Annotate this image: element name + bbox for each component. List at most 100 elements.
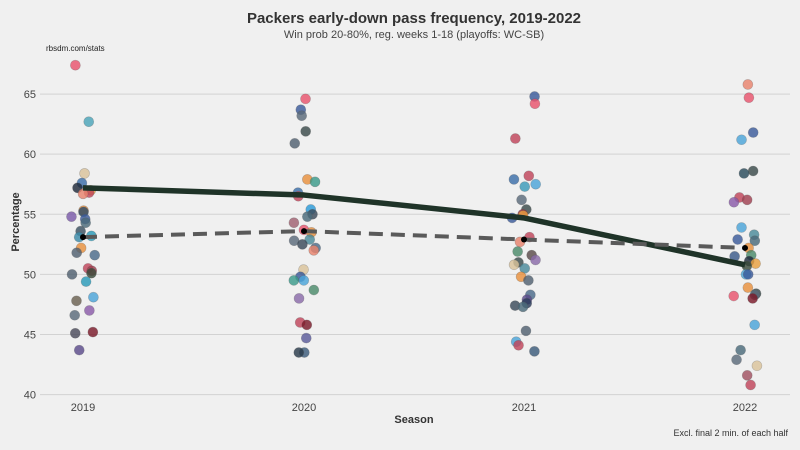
team-point: [308, 245, 320, 256]
trend-lines: [82, 185, 746, 268]
team-point: [73, 344, 85, 356]
y-tick-label: 50: [24, 269, 36, 281]
highlight-point: [301, 228, 307, 235]
team-point: [508, 259, 520, 271]
team-point: [749, 319, 760, 331]
highlight-point: [521, 236, 527, 243]
team-point: [293, 293, 305, 304]
highlight-points: [80, 228, 748, 251]
team-point: [517, 301, 529, 313]
team-point: [69, 309, 81, 321]
team-point: [751, 360, 763, 372]
team-point: [66, 269, 78, 280]
team-point: [83, 116, 95, 128]
team-points: [66, 59, 763, 391]
team-point: [88, 291, 99, 303]
team-point: [86, 267, 97, 279]
highlight-point: [80, 234, 86, 241]
team-point: [742, 269, 754, 280]
team-point: [513, 340, 524, 351]
team-point: [519, 181, 531, 192]
x-tick-label: 2020: [292, 402, 316, 414]
team-point: [89, 249, 100, 261]
team-point: [80, 276, 92, 287]
league-average-line: [82, 229, 746, 250]
y-tick-label: 60: [24, 149, 36, 161]
team-point: [297, 239, 308, 250]
team-point: [523, 170, 535, 182]
team-point: [300, 126, 311, 137]
team-point: [87, 326, 99, 338]
team-point: [508, 174, 520, 185]
team-point: [745, 379, 756, 391]
team-point: [308, 284, 320, 296]
team-point: [742, 79, 754, 90]
team-point: [747, 293, 758, 304]
team-point: [742, 282, 754, 293]
chart-subtitle: Win prob 20-80%, reg. weeks 1-18 (playof…: [284, 29, 544, 41]
y-tick-label: 65: [24, 89, 36, 101]
team-point: [301, 319, 313, 331]
team-point: [288, 217, 300, 228]
x-tick-label: 2021: [512, 402, 536, 414]
team-point: [71, 247, 83, 259]
team-point: [529, 98, 541, 109]
gridlines: [40, 93, 790, 396]
team-point: [69, 327, 81, 339]
team-point: [66, 211, 77, 222]
caption-note: Excl. final 2 min. of each half: [673, 428, 788, 438]
y-tick-label: 45: [24, 329, 36, 341]
team-point: [309, 176, 321, 188]
team-point: [84, 305, 95, 316]
x-axis-title: Season: [394, 414, 433, 426]
chart-title: Packers early-down pass frequency, 2019-…: [247, 10, 581, 27]
team-point: [516, 194, 527, 206]
team-point: [288, 275, 300, 286]
team-point: [530, 178, 541, 190]
team-point: [510, 133, 521, 144]
team-point: [747, 165, 759, 177]
team-point: [530, 254, 541, 266]
team-point: [70, 59, 81, 71]
team-point: [728, 290, 740, 302]
team-point: [738, 168, 750, 179]
team-point: [732, 234, 743, 245]
source-label: rbsdm.com/stats: [46, 44, 105, 53]
team-point: [731, 354, 742, 366]
team-point: [523, 275, 534, 286]
team-point: [520, 325, 532, 337]
x-tick-label: 2022: [733, 402, 757, 414]
team-point: [529, 346, 540, 357]
x-tick-label: 2019: [71, 402, 95, 414]
team-point: [79, 168, 90, 179]
team-point: [300, 332, 312, 344]
team-point: [298, 275, 310, 286]
team-point: [293, 347, 305, 358]
y-tick-label: 40: [24, 390, 36, 402]
team-point: [80, 217, 91, 228]
team-point: [71, 295, 82, 307]
team-point: [749, 235, 761, 247]
team-point: [300, 93, 311, 105]
highlight-point: [742, 244, 748, 251]
team-point: [296, 110, 308, 122]
team-point: [736, 222, 747, 233]
team-point: [302, 211, 313, 222]
y-tick-labels: 40 45 50 55 60 65: [24, 89, 36, 402]
team-point: [735, 344, 746, 356]
y-tick-label: 55: [24, 209, 36, 221]
team-point: [741, 194, 753, 206]
team-point: [736, 134, 747, 146]
team-point: [747, 127, 759, 138]
team-point: [512, 246, 523, 257]
team-point: [750, 258, 761, 269]
x-tick-labels: 2019 2020 2021 2022: [71, 402, 757, 414]
team-point: [304, 234, 316, 245]
team-point: [741, 370, 753, 381]
packers-line: [82, 185, 746, 268]
team-point: [289, 138, 301, 149]
team-point: [743, 92, 755, 103]
team-point: [728, 196, 740, 208]
